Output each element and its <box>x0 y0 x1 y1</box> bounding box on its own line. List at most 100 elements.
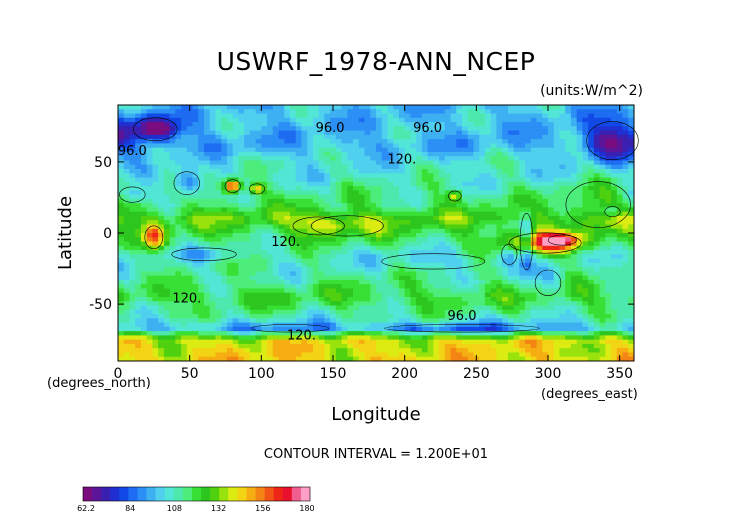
heatmap-cell <box>364 245 371 251</box>
heatmap-cell <box>295 143 302 149</box>
heatmap-cell <box>341 220 348 225</box>
heatmap-cell <box>123 173 130 178</box>
heatmap-cell <box>398 309 406 315</box>
heatmap-cell <box>559 147 566 153</box>
heatmap-cell <box>226 220 234 225</box>
heatmap-cell <box>158 181 165 187</box>
heatmap-cell <box>238 134 245 140</box>
heatmap-cell <box>570 215 578 221</box>
heatmap-cell <box>198 109 205 114</box>
heatmap-cell <box>135 331 142 336</box>
heatmap-cell <box>439 139 446 144</box>
heatmap-cell <box>427 318 434 323</box>
heatmap-cell <box>622 126 629 131</box>
heatmap-cell <box>616 164 623 170</box>
heatmap-cell <box>616 215 623 221</box>
heatmap-cell <box>318 194 325 200</box>
heatmap-cell <box>393 262 400 268</box>
heatmap-cell <box>295 139 302 144</box>
heatmap-cell <box>381 322 388 328</box>
heatmap-cell <box>582 271 589 277</box>
heatmap-cell <box>312 207 320 213</box>
heatmap-cell <box>525 314 532 319</box>
heatmap-cell <box>244 139 251 144</box>
heatmap-cell <box>335 267 342 272</box>
heatmap-cell <box>393 181 400 187</box>
heatmap-cell <box>353 279 360 285</box>
heatmap-cell <box>152 198 159 204</box>
heatmap-cell <box>209 113 216 119</box>
heatmap-cell <box>376 309 383 315</box>
heatmap-cell <box>152 322 159 328</box>
heatmap-cell <box>456 267 463 272</box>
heatmap-cell <box>433 237 440 242</box>
heatmap-cell <box>525 318 532 323</box>
heatmap-cell <box>312 254 320 259</box>
heatmap-cell <box>393 177 400 183</box>
heatmap-cell <box>536 173 543 178</box>
heatmap-cell <box>381 109 388 114</box>
heatmap-cell <box>565 237 572 242</box>
heatmap-cell <box>611 322 618 328</box>
heatmap-cell <box>496 169 503 174</box>
heatmap-cell <box>439 126 446 131</box>
heatmap-cell <box>181 194 188 200</box>
heatmap-cell <box>410 245 417 251</box>
heatmap-cell <box>318 305 325 311</box>
heatmap-cell <box>364 284 371 289</box>
heatmap-cell <box>330 237 337 242</box>
heatmap-cell <box>284 194 291 200</box>
heatmap-cell <box>507 130 514 136</box>
heatmap-cell <box>278 194 285 200</box>
heatmap-cell <box>255 186 262 191</box>
heatmap-cell <box>244 250 251 255</box>
heatmap-cell <box>181 164 188 170</box>
heatmap-cell <box>146 309 153 315</box>
heatmap-cell <box>312 305 320 311</box>
heatmap-cell <box>525 181 532 187</box>
heatmap-cell <box>381 113 388 119</box>
heatmap-cell <box>192 292 199 298</box>
heatmap-cell <box>140 254 148 259</box>
heatmap-cell <box>605 190 612 195</box>
heatmap-cell <box>456 122 463 127</box>
heatmap-cell <box>622 284 629 289</box>
heatmap-cell <box>353 220 360 225</box>
heatmap-cell <box>393 126 400 131</box>
heatmap-cell <box>553 275 560 281</box>
heatmap-cell <box>427 301 434 306</box>
heatmap-cell <box>181 250 188 255</box>
heatmap-cell <box>358 143 365 149</box>
heatmap-cell <box>393 211 400 217</box>
heatmap-cell <box>353 156 360 161</box>
heatmap-cell <box>496 207 503 213</box>
heatmap-cell <box>284 122 291 127</box>
heatmap-cell <box>507 305 514 311</box>
heatmap-cell <box>519 237 526 242</box>
heatmap-cell <box>232 207 239 213</box>
heatmap-cell <box>129 147 136 153</box>
heatmap-cell <box>353 228 360 234</box>
heatmap-cell <box>175 262 182 268</box>
heatmap-cell <box>232 211 239 217</box>
heatmap-cell <box>628 147 635 153</box>
heatmap-cell <box>118 326 125 332</box>
heatmap-cell <box>215 292 222 298</box>
heatmap-cell <box>169 156 176 161</box>
heatmap-cell <box>484 156 492 161</box>
heatmap-cell <box>186 194 193 200</box>
heatmap-cell <box>628 207 635 213</box>
heatmap-cell <box>467 271 474 277</box>
heatmap-cell <box>204 130 211 136</box>
heatmap-cell <box>152 335 159 341</box>
heatmap-cell <box>169 194 176 200</box>
heatmap-cell <box>123 160 130 166</box>
heatmap-cell <box>261 203 268 208</box>
heatmap-cell <box>221 164 228 170</box>
heatmap-cell <box>238 203 245 208</box>
heatmap-cell <box>244 228 251 234</box>
heatmap-cell <box>186 164 193 170</box>
heatmap-cell <box>479 258 486 264</box>
heatmap-cell <box>576 177 583 183</box>
heatmap-cell <box>295 198 302 204</box>
